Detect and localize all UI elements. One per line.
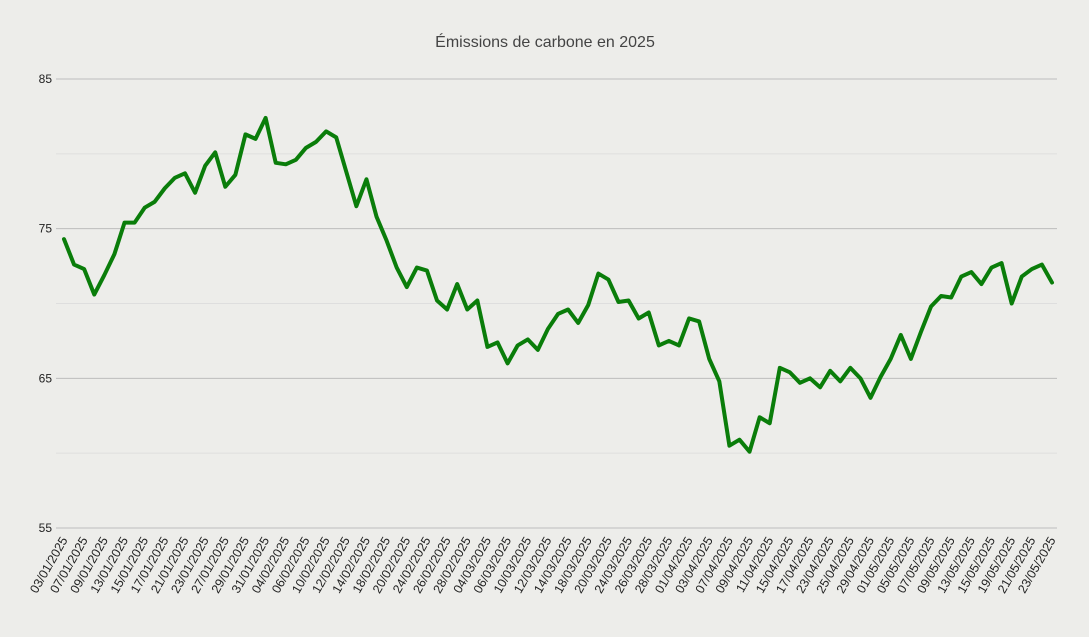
y-tick-label: 75	[39, 222, 53, 236]
y-tick-label: 85	[39, 72, 53, 86]
y-tick-label: 65	[39, 371, 53, 385]
x-axis: 03/01/202507/01/202509/01/202513/01/2025…	[27, 534, 1058, 595]
gridlines	[56, 78, 1057, 529]
series-line	[62, 115, 1054, 454]
chart-title: Émissions de carbone en 2025	[435, 32, 655, 51]
series-layer	[62, 115, 1054, 454]
y-axis: 55 65 75 85	[39, 72, 53, 535]
y-tick-label: 55	[39, 521, 53, 535]
